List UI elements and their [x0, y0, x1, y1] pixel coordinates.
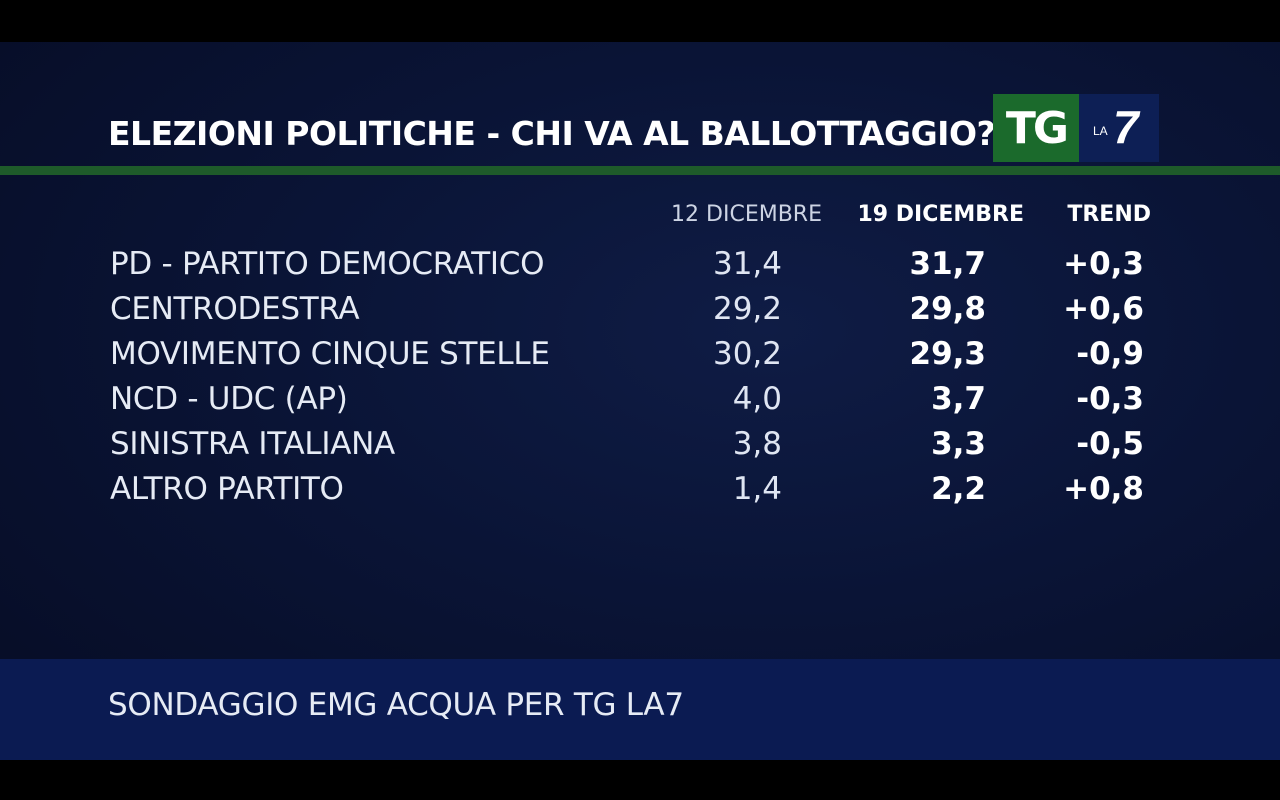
party-name: PD - PARTITO DEMOCRATICO: [110, 246, 545, 282]
page-title: ELEZIONI POLITICHE - CHI VA AL BALLOTTAG…: [108, 114, 996, 153]
table-row: MOVIMENTO CINQUE STELLE 30,2 29,3 -0,9: [0, 332, 1280, 377]
table-row: ALTRO PARTITO 1,4 2,2 +0,8: [0, 467, 1280, 512]
value-19-dicembre: 31,7: [909, 246, 987, 282]
party-name: CENTRODESTRA: [110, 291, 360, 327]
value-12-dicembre: 1,4: [732, 471, 782, 507]
value-12-dicembre: 3,8: [732, 426, 782, 462]
trend-value: -0,9: [1076, 336, 1144, 372]
value-12-dicembre: 29,2: [712, 291, 782, 327]
logo-tg-block: TG: [993, 94, 1079, 162]
table-row: NCD - UDC (AP) 4,0 3,7 -0,3: [0, 377, 1280, 422]
column-header-12-dicembre: 12 DICEMBRE: [671, 202, 822, 227]
logo-la-text: LA: [1093, 124, 1108, 138]
table-row: SINISTRA ITALIANA 3,8 3,3 -0,5: [0, 422, 1280, 467]
value-19-dicembre: 2,2: [931, 471, 986, 507]
column-header-trend: TREND: [1067, 202, 1151, 227]
value-12-dicembre: 31,4: [712, 246, 782, 282]
tg-la7-logo: TG LA 7: [993, 94, 1159, 162]
value-19-dicembre: 29,8: [909, 291, 987, 327]
party-name: MOVIMENTO CINQUE STELLE: [110, 336, 550, 372]
source-caption: SONDAGGIO EMG ACQUA PER TG LA7: [108, 687, 684, 723]
party-name: NCD - UDC (AP): [110, 381, 348, 417]
footer-band: SONDAGGIO EMG ACQUA PER TG LA7: [0, 659, 1280, 760]
trend-value: +0,3: [1063, 246, 1144, 282]
value-12-dicembre: 4,0: [732, 381, 782, 417]
value-19-dicembre: 3,7: [931, 381, 986, 417]
logo-seven-text: 7: [1113, 101, 1139, 153]
value-12-dicembre: 30,2: [712, 336, 782, 372]
column-header-19-dicembre: 19 DICEMBRE: [857, 202, 1024, 227]
party-name: SINISTRA ITALIANA: [110, 426, 395, 462]
table-row: PD - PARTITO DEMOCRATICO 31,4 31,7 +0,3: [0, 242, 1280, 287]
value-19-dicembre: 3,3: [931, 426, 986, 462]
party-name: ALTRO PARTITO: [110, 471, 344, 507]
broadcast-screen: ELEZIONI POLITICHE - CHI VA AL BALLOTTAG…: [0, 42, 1280, 760]
trend-value: +0,8: [1063, 471, 1144, 507]
trend-value: -0,3: [1076, 381, 1144, 417]
title-divider: [0, 166, 1280, 175]
value-19-dicembre: 29,3: [909, 336, 987, 372]
table-row: CENTRODESTRA 29,2 29,8 +0,6: [0, 287, 1280, 332]
trend-value: +0,6: [1063, 291, 1144, 327]
trend-value: -0,5: [1076, 426, 1144, 462]
logo-la7-block: LA 7: [1079, 94, 1159, 162]
